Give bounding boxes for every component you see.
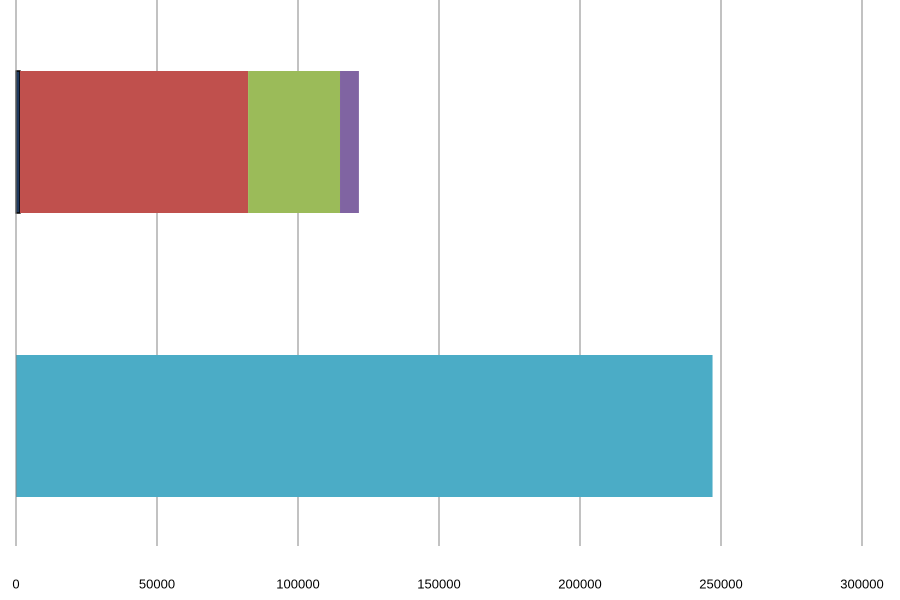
bar-segment — [16, 355, 713, 497]
x-tick-label: 300000 — [840, 576, 883, 591]
x-tick-label: 50000 — [139, 576, 175, 591]
bar-segment — [19, 71, 249, 213]
x-tick-label: 100000 — [276, 576, 319, 591]
bar-segment — [248, 71, 341, 213]
x-tick-label: 0 — [12, 576, 19, 591]
x-tick-label: 250000 — [699, 576, 742, 591]
bar-segment — [340, 71, 359, 213]
bar-segment — [15, 70, 21, 214]
x-tick-label: 150000 — [417, 576, 460, 591]
x-tick-label: 200000 — [558, 576, 601, 591]
